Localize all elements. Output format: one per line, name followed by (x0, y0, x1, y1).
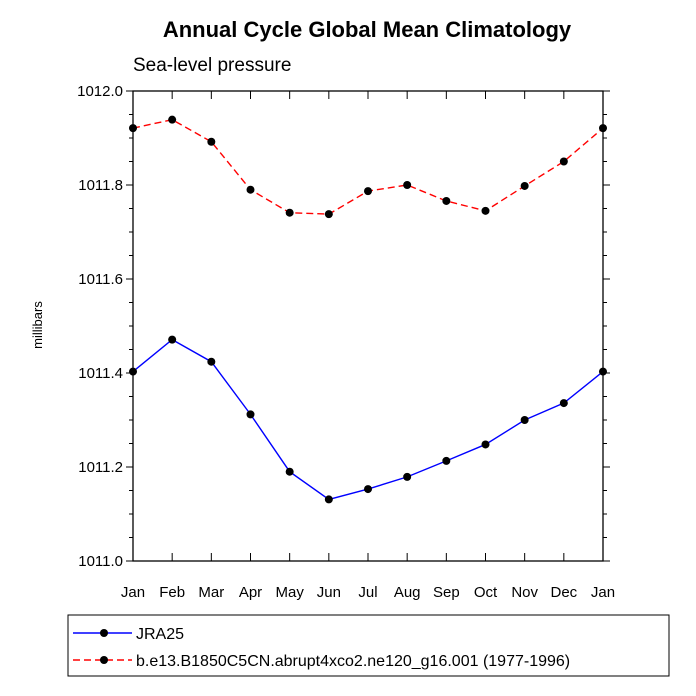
data-point (324, 210, 333, 219)
x-tick-label: Mar (198, 584, 224, 601)
data-point (285, 208, 294, 217)
x-tick-label: Aug (394, 584, 421, 601)
series-line-2 (132, 118, 604, 215)
x-tick-label: Jan (591, 584, 615, 601)
data-point (285, 467, 294, 476)
chart-title: Annual Cycle Global Mean Climatology (163, 17, 572, 42)
x-tick-label: Nov (511, 584, 538, 601)
data-point (599, 124, 607, 133)
x-tick-label: Oct (474, 584, 498, 601)
data-point (129, 367, 137, 376)
axis-ticks (126, 90, 610, 562)
x-tick-label: May (275, 584, 304, 601)
x-tick-labels: Jan Feb Mar Apr May Jun Jul Aug Sep Oct Nov Dec Jan (121, 584, 615, 601)
legend: JRA25 b.e13.B1850C5CN.abrupt4xco2.ne120_g… (67, 614, 670, 677)
y-tick-label: 1012.0 (77, 83, 123, 100)
y-tick-label: 1011.4 (78, 365, 123, 382)
y-tick-label: 1011.6 (78, 271, 123, 288)
data-point (246, 185, 255, 194)
x-tick-label: Jul (358, 584, 377, 601)
y-tick-label: 1011.2 (78, 459, 123, 476)
series-line-1 (132, 338, 604, 501)
data-point (403, 472, 412, 481)
data-point (324, 495, 333, 504)
data-point (168, 335, 177, 344)
data-point (207, 357, 216, 366)
data-point (481, 440, 490, 449)
data-point (442, 456, 451, 465)
legend-box (67, 614, 670, 677)
data-point (403, 181, 412, 189)
legend-marker-2 (100, 656, 108, 664)
y-axis-label: millibars (30, 301, 45, 349)
data-point (246, 410, 255, 419)
data-point (599, 367, 607, 376)
chart-subtitle: Sea-level pressure (133, 55, 291, 76)
x-tick-label: Dec (550, 584, 577, 601)
data-point (559, 157, 568, 166)
x-tick-label: Jun (317, 584, 341, 601)
legend-label-2: b.e13.B1850C5CN.abrupt4xco2.ne120_g16.00… (136, 653, 570, 670)
series-group (129, 115, 607, 504)
data-point (442, 196, 451, 205)
data-point (207, 137, 216, 146)
legend-label-1: JRA25 (136, 626, 184, 643)
data-point (168, 115, 177, 124)
data-point (364, 485, 372, 494)
data-point (520, 416, 529, 424)
data-point (520, 181, 529, 190)
data-point (364, 187, 372, 196)
x-tick-label: Sep (433, 584, 460, 601)
data-point (481, 206, 490, 215)
x-tick-label: Feb (159, 584, 185, 601)
data-point (129, 124, 137, 133)
y-tick-labels: 1011.0 1011.2 1011.4 1011.6 1011.8 1012.0 (77, 83, 123, 570)
y-tick-label: 1011.0 (78, 553, 123, 570)
y-tick-label: 1011.8 (78, 177, 123, 194)
x-tick-label: Jan (121, 584, 145, 601)
legend-marker-1 (100, 629, 108, 637)
data-point (559, 399, 568, 408)
x-tick-label: Apr (239, 584, 262, 601)
